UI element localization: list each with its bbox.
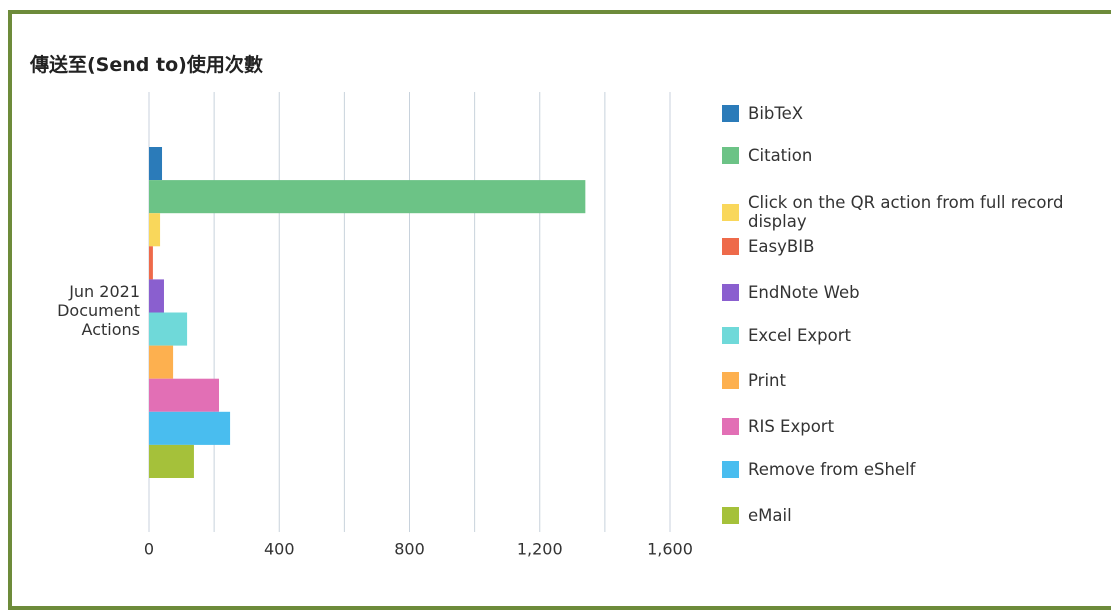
legend-label: Print xyxy=(748,371,786,390)
legend-item: Excel Export xyxy=(722,326,1082,345)
x-tick-label: 1,200 xyxy=(517,540,563,559)
legend-label: EndNote Web xyxy=(748,283,860,302)
chart-title: 傳送至(Send to)使用次數 xyxy=(30,54,263,76)
bar xyxy=(149,279,164,313)
legend-item: Remove from eShelf xyxy=(722,460,1082,479)
legend-label: Click on the QR action from full record … xyxy=(748,193,1064,231)
page: 傳送至(Send to)使用次數 Jun 2021 Document Actio… xyxy=(8,10,1111,610)
x-tick-label: 1,600 xyxy=(647,540,693,559)
legend-item: Print xyxy=(722,371,1082,390)
legend-swatch xyxy=(722,238,739,255)
x-tick-label: 400 xyxy=(264,540,295,559)
legend-swatch xyxy=(722,105,739,122)
legend-label: Excel Export xyxy=(748,326,851,345)
x-tick-label: 800 xyxy=(394,540,425,559)
legend-label: eMail xyxy=(748,506,792,525)
legend-label: RIS Export xyxy=(748,417,835,436)
bar xyxy=(149,444,194,478)
legend-swatch xyxy=(722,418,739,435)
legend-swatch xyxy=(722,507,739,524)
legend-swatch xyxy=(722,203,739,221)
legend-item: EasyBIB xyxy=(722,237,1082,256)
bar xyxy=(149,345,174,379)
bar xyxy=(149,378,220,412)
legend-item: EndNote Web xyxy=(722,283,1082,302)
legend-item: eMail xyxy=(722,506,1082,525)
legend-label: Remove from eShelf xyxy=(748,460,916,479)
legend-item: Citation xyxy=(722,146,1082,165)
bar xyxy=(149,246,153,280)
legend-label: BibTeX xyxy=(748,104,804,123)
legend-swatch xyxy=(722,284,739,301)
legend-swatch xyxy=(722,461,739,478)
legend-item: RIS Export xyxy=(722,417,1082,436)
legend-swatch xyxy=(722,147,739,164)
chart: 0 400 800 1,200 1,600 xyxy=(144,92,693,559)
legend-label: EasyBIB xyxy=(748,237,815,256)
bar xyxy=(149,213,161,247)
bar xyxy=(149,411,231,445)
legend-item: Click on the QR action from full record … xyxy=(722,193,1082,231)
bar xyxy=(149,147,163,181)
category-label: Jun 2021 Document Actions xyxy=(57,282,140,339)
legend-label: Citation xyxy=(748,146,813,165)
x-tick-label: 0 xyxy=(144,540,154,559)
legend-swatch xyxy=(722,327,739,344)
legend-swatch xyxy=(722,372,739,389)
bar xyxy=(149,180,586,214)
bar xyxy=(149,312,188,346)
legend-item: BibTeX xyxy=(722,104,1082,123)
